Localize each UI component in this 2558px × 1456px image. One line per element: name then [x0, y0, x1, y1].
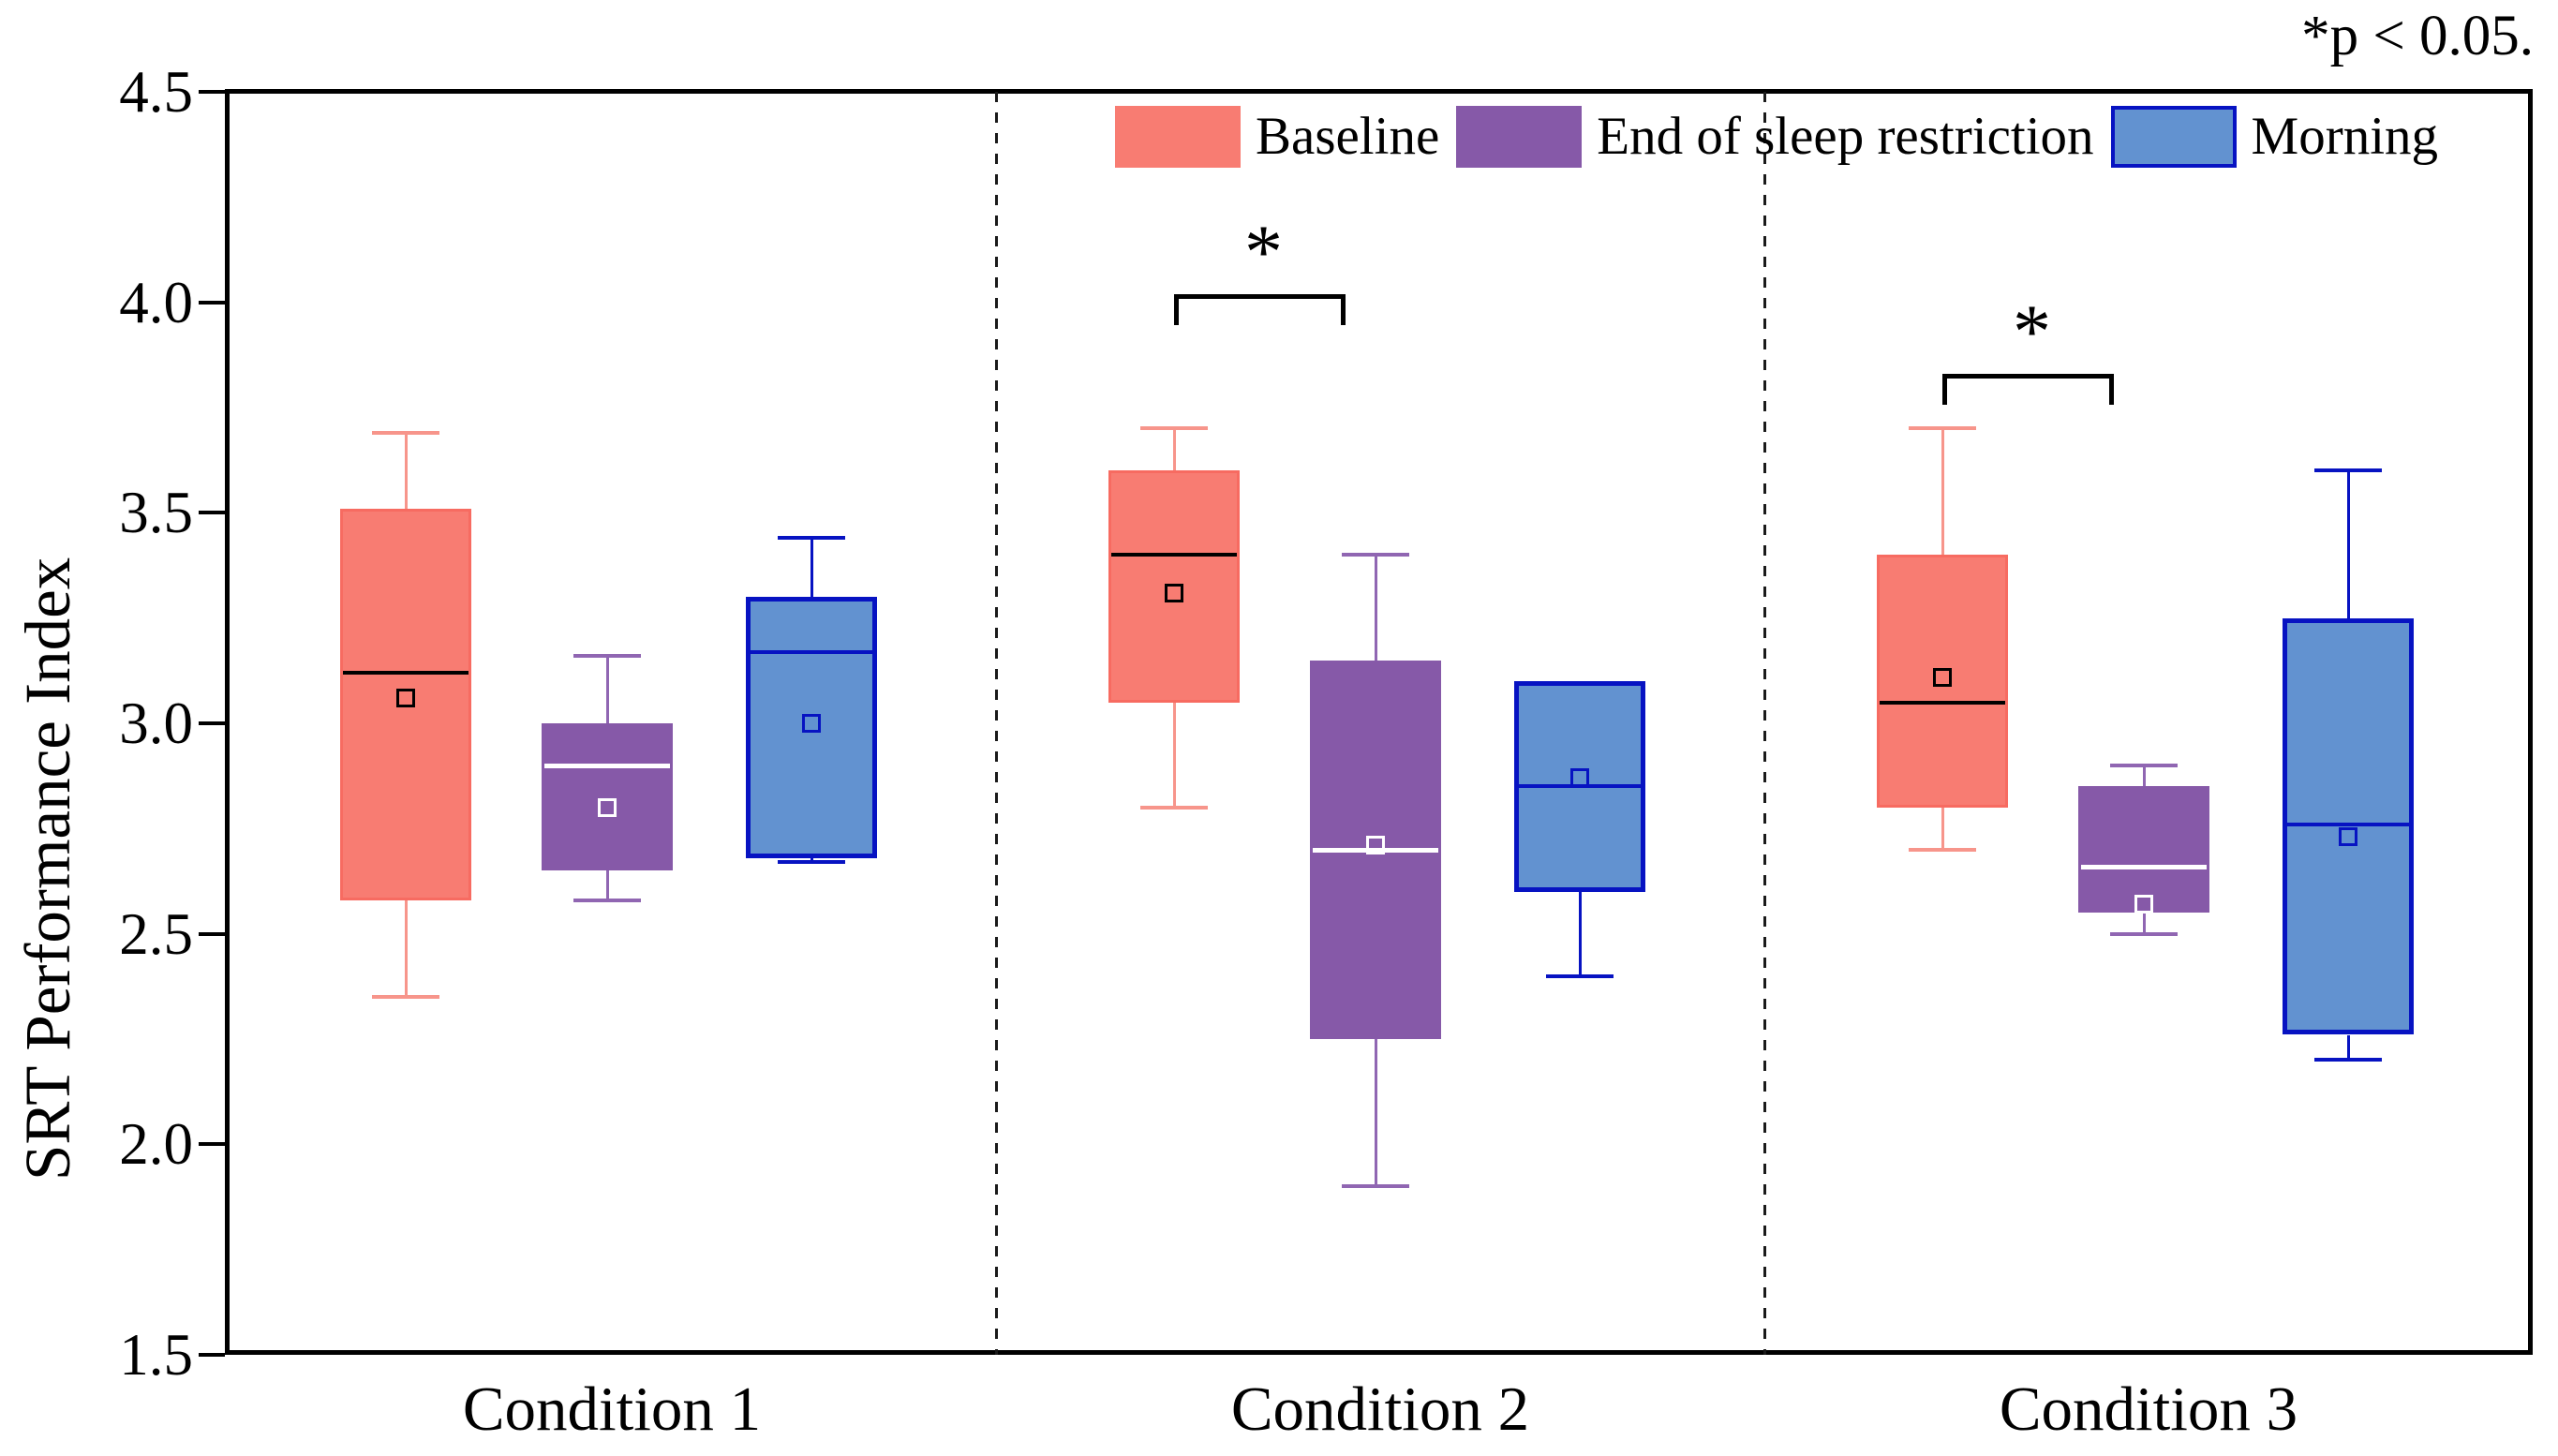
mean-marker-end-of-sleep-restriction-condition-2	[1366, 836, 1385, 855]
legend-label: Morning	[2251, 107, 2439, 166]
legend-item-morning: Morning	[2110, 106, 2439, 168]
legend-item-end-of-sleep-restriction: End of sleep restriction	[1456, 106, 2094, 168]
whisker-cap-baseline-condition-2	[1140, 805, 1208, 810]
legend-swatch-baseline	[1115, 106, 1241, 168]
y-tick-label: 3.5	[119, 480, 193, 546]
whisker-cap-baseline-condition-2	[1140, 426, 1208, 431]
box-morning-condition-1	[746, 597, 877, 858]
significance-star-1: *	[1244, 208, 1283, 294]
whisker-stem-morning-condition-3	[2346, 1034, 2350, 1061]
whisker-stem-end-of-sleep-restriction-condition-2	[1374, 1039, 1377, 1187]
whisker-cap-morning-condition-3	[2314, 1058, 2382, 1062]
mean-marker-end-of-sleep-restriction-condition-1	[598, 797, 617, 817]
box-baseline-condition-2	[1108, 470, 1240, 703]
y-tick-label: 2.0	[119, 1111, 193, 1178]
median-line-baseline-condition-1	[343, 671, 468, 676]
box-baseline-condition-1	[340, 508, 471, 900]
y-tick-mark	[199, 90, 225, 94]
whisker-cap-end-of-sleep-restriction-condition-2	[1342, 553, 1409, 557]
whisker-stem-baseline-condition-3	[1941, 807, 1944, 850]
x-category-label: Condition 2	[1230, 1374, 1530, 1444]
whisker-stem-baseline-condition-1	[404, 899, 408, 998]
significance-bracket-2	[1942, 374, 2114, 406]
legend-label: End of sleep restriction	[1597, 107, 2094, 166]
box-baseline-condition-3	[1877, 555, 2008, 808]
mean-marker-baseline-condition-3	[1933, 667, 1952, 687]
y-tick-mark	[199, 511, 225, 515]
panel-divider	[1763, 92, 1766, 1355]
whisker-cap-baseline-condition-3	[1909, 426, 1976, 431]
y-tick-mark	[199, 1353, 225, 1357]
whisker-cap-end-of-sleep-restriction-condition-3	[2110, 931, 2178, 936]
significance-bracket-1	[1174, 293, 1346, 325]
whisker-stem-morning-condition-3	[2346, 470, 2350, 618]
mean-marker-morning-condition-3	[2339, 827, 2357, 847]
legend-label: Baseline	[1256, 107, 1440, 166]
whisker-cap-morning-condition-1	[778, 536, 845, 541]
p-value-annotation: *p < 0.05.	[2301, 5, 2534, 67]
whisker-stem-baseline-condition-2	[1172, 428, 1176, 471]
legend-item-baseline: Baseline	[1115, 106, 1439, 168]
mean-marker-morning-condition-2	[1570, 768, 1589, 788]
y-tick-label: 4.5	[119, 59, 193, 125]
legend: Baseline End of sleep restriction Morning	[1115, 105, 2438, 169]
whisker-stem-end-of-sleep-restriction-condition-3	[2142, 913, 2146, 934]
median-line-morning-condition-1	[751, 649, 872, 654]
whisker-stem-end-of-sleep-restriction-condition-3	[2142, 765, 2146, 787]
y-tick-label: 1.5	[119, 1322, 193, 1388]
median-line-baseline-condition-2	[1111, 553, 1237, 557]
whisker-stem-morning-condition-1	[810, 538, 813, 598]
whisker-stem-end-of-sleep-restriction-condition-2	[1374, 555, 1377, 661]
legend-swatch-end-of-sleep-restriction	[1456, 106, 1583, 168]
whisker-cap-end-of-sleep-restriction-condition-3	[2110, 763, 2178, 767]
y-tick-mark	[199, 931, 225, 936]
whisker-cap-end-of-sleep-restriction-condition-2	[1342, 1184, 1409, 1189]
y-tick-label: 2.5	[119, 900, 193, 967]
whisker-cap-end-of-sleep-restriction-condition-1	[573, 654, 641, 659]
median-line-baseline-condition-3	[1880, 700, 2005, 705]
y-tick-mark	[199, 1142, 225, 1147]
whisker-stem-end-of-sleep-restriction-condition-1	[605, 656, 609, 723]
whisker-cap-baseline-condition-1	[372, 995, 439, 1000]
significance-star-2: *	[2013, 289, 2051, 375]
y-tick-mark	[199, 721, 225, 725]
mean-marker-baseline-condition-1	[396, 689, 415, 708]
whisker-cap-baseline-condition-3	[1909, 847, 1976, 852]
whisker-stem-baseline-condition-3	[1941, 428, 1944, 556]
whisker-cap-baseline-condition-1	[372, 430, 439, 435]
whisker-cap-end-of-sleep-restriction-condition-1	[573, 898, 641, 902]
box-morning-condition-3	[2283, 617, 2414, 1035]
box-end-of-sleep-restriction-condition-1	[542, 723, 673, 871]
x-category-label: Condition 1	[462, 1374, 762, 1444]
mean-marker-baseline-condition-2	[1165, 583, 1183, 602]
whisker-stem-morning-condition-2	[1578, 891, 1582, 976]
whisker-stem-baseline-condition-2	[1172, 702, 1176, 808]
whisker-cap-morning-condition-1	[778, 860, 845, 865]
legend-swatch-morning	[2110, 106, 2237, 168]
y-tick-label: 4.0	[119, 269, 193, 335]
mean-marker-morning-condition-1	[802, 714, 821, 733]
whisker-cap-morning-condition-3	[2314, 468, 2382, 473]
y-tick-mark	[199, 300, 225, 305]
whisker-stem-baseline-condition-1	[404, 432, 408, 509]
median-line-morning-condition-3	[2287, 822, 2409, 826]
median-line-end-of-sleep-restriction-condition-1	[544, 763, 670, 768]
median-line-end-of-sleep-restriction-condition-3	[2081, 864, 2207, 869]
whisker-stem-end-of-sleep-restriction-condition-1	[605, 870, 609, 900]
mean-marker-end-of-sleep-restriction-condition-3	[2134, 895, 2153, 914]
y-tick-label: 3.0	[119, 691, 193, 756]
whisker-stem-morning-condition-1	[810, 857, 813, 863]
x-category-label: Condition 3	[1999, 1374, 2298, 1444]
whisker-cap-morning-condition-2	[1546, 973, 1614, 978]
median-line-end-of-sleep-restriction-condition-2	[1313, 847, 1438, 853]
panel-divider	[995, 92, 998, 1355]
box-end-of-sleep-restriction-condition-3	[2078, 786, 2209, 914]
